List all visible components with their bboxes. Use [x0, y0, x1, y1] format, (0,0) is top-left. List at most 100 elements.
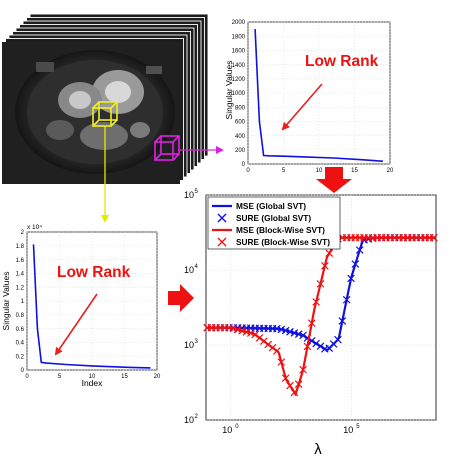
left-plot-ylabel: Singular Values: [1, 272, 11, 331]
series-marker: [325, 249, 334, 258]
series-marker: [260, 337, 268, 345]
svg-text:2: 2: [195, 414, 199, 420]
legend-label: SURE (Block-Wise SVT): [236, 237, 330, 247]
series-marker: [238, 326, 246, 335]
series-marker: [342, 295, 351, 304]
legend: MSE (Global SVT) SURE (Global SVT) MSE (Bl…: [207, 196, 341, 250]
svg-text:5: 5: [195, 189, 199, 195]
series-marker: [233, 325, 242, 334]
y-tick-label: 1.8: [16, 244, 25, 250]
series-marker: [268, 343, 277, 352]
series-marker: [429, 233, 438, 242]
series-marker: [321, 261, 329, 270]
y-tick-label: 10 3: [184, 339, 199, 350]
y-tick-label: 10 4: [184, 264, 199, 275]
series-marker: [277, 358, 286, 366]
x-tick-label: 5: [58, 374, 62, 380]
series-marker: [294, 380, 303, 388]
y-tick-label: 10 2: [184, 414, 199, 425]
y-tick-label: 1.4: [16, 272, 25, 278]
svg-text:3: 3: [195, 339, 199, 345]
svg-text:10: 10: [184, 340, 194, 350]
series-marker: [307, 319, 316, 327]
top-annotation-arrow: [281, 83, 323, 131]
series-marker: [281, 326, 290, 335]
y-tick-label: 1000: [232, 91, 246, 97]
series-marker: [229, 324, 238, 333]
y-tick-label: 800: [235, 105, 246, 111]
series-marker: [312, 298, 320, 306]
x-tick-label: 10 0: [222, 424, 239, 435]
left-plot-xlabel: Index: [82, 378, 104, 388]
series-marker: [351, 260, 360, 268]
series-marker: [338, 317, 347, 325]
x-tick-label: 15: [121, 374, 128, 380]
y-tick-label: 1.2: [16, 285, 25, 291]
series-marker: [299, 331, 307, 340]
series-marker: [277, 325, 286, 334]
y-tick-label: 0.2: [16, 354, 25, 360]
series-marker: [290, 329, 299, 337]
y-tick-label: 2000: [232, 20, 246, 26]
y-tick-label: 400: [235, 134, 246, 140]
svg-text:5: 5: [356, 424, 360, 430]
series-marker: [281, 374, 290, 383]
series-marker: [347, 274, 355, 283]
svg-text:10: 10: [184, 190, 194, 200]
magenta-patch-cube-icon: [154, 135, 180, 161]
x-tick-label: 20: [387, 168, 394, 174]
svg-text:10: 10: [222, 425, 232, 435]
x-tick-label: 15: [351, 168, 358, 174]
svg-text:10: 10: [184, 265, 194, 275]
series-marker: [355, 246, 364, 254]
series-marker: [334, 335, 342, 344]
legend-label: SURE (Global SVT): [236, 213, 311, 223]
series-marker: [312, 339, 320, 348]
series-marker: [255, 334, 264, 342]
legend-item: MSE (Global SVT): [212, 201, 306, 211]
svg-text:4: 4: [195, 264, 199, 270]
y-tick-label: 1800: [232, 34, 246, 40]
x-tick-label: 10 5: [343, 424, 360, 435]
y-tick-label: 1400: [232, 63, 246, 69]
yellow-patch-cube-icon: [92, 101, 118, 127]
y-tick-label: 0.4: [16, 341, 25, 347]
series-marker: [251, 330, 259, 339]
series-marker: [299, 365, 307, 374]
series-marker: [286, 327, 294, 336]
red-right-arrow: [168, 284, 194, 312]
left-plot-exponent: x 10⁴: [27, 224, 42, 231]
svg-text:0: 0: [235, 424, 239, 430]
series-marker: [294, 330, 303, 338]
red-down-arrow: [316, 167, 352, 193]
y-tick-label: 0.8: [16, 313, 25, 319]
series-marker: [246, 329, 255, 337]
y-tick-label: 0.6: [16, 327, 25, 333]
series-marker: [290, 388, 299, 397]
x-tick-label: 10: [89, 374, 96, 380]
main-plot-xlabel: λ: [314, 441, 322, 458]
x-tick-label: 20: [154, 374, 161, 380]
series-marker: [242, 328, 251, 336]
left-annotation-arrow: [54, 293, 98, 356]
x-tick-label: 5: [282, 168, 286, 174]
y-tick-label: 1: [21, 299, 25, 305]
legend-item: SURE (Block-Wise SVT): [217, 237, 330, 247]
y-tick-label: 1200: [232, 77, 246, 83]
y-tick-label: 200: [235, 148, 246, 154]
svg-text:10: 10: [343, 425, 353, 435]
series-marker: [273, 347, 281, 355]
series-marker: [286, 381, 294, 390]
top-singular-values-plot: 0 200 400 600 800 1000 1200 1400 1600 1800 2000 0 5…: [224, 20, 394, 174]
x-tick-label: 0: [246, 168, 250, 174]
legend-label: MSE (Global SVT): [236, 201, 306, 211]
top-plot-ylabel: Singular Values: [224, 61, 234, 120]
top-series-line: [254, 29, 383, 162]
mri-cardiac-image: [2, 42, 180, 184]
left-plot-annotation: Low Rank: [57, 264, 131, 281]
y-tick-label: 0: [242, 162, 246, 168]
series-marker: [264, 340, 273, 349]
